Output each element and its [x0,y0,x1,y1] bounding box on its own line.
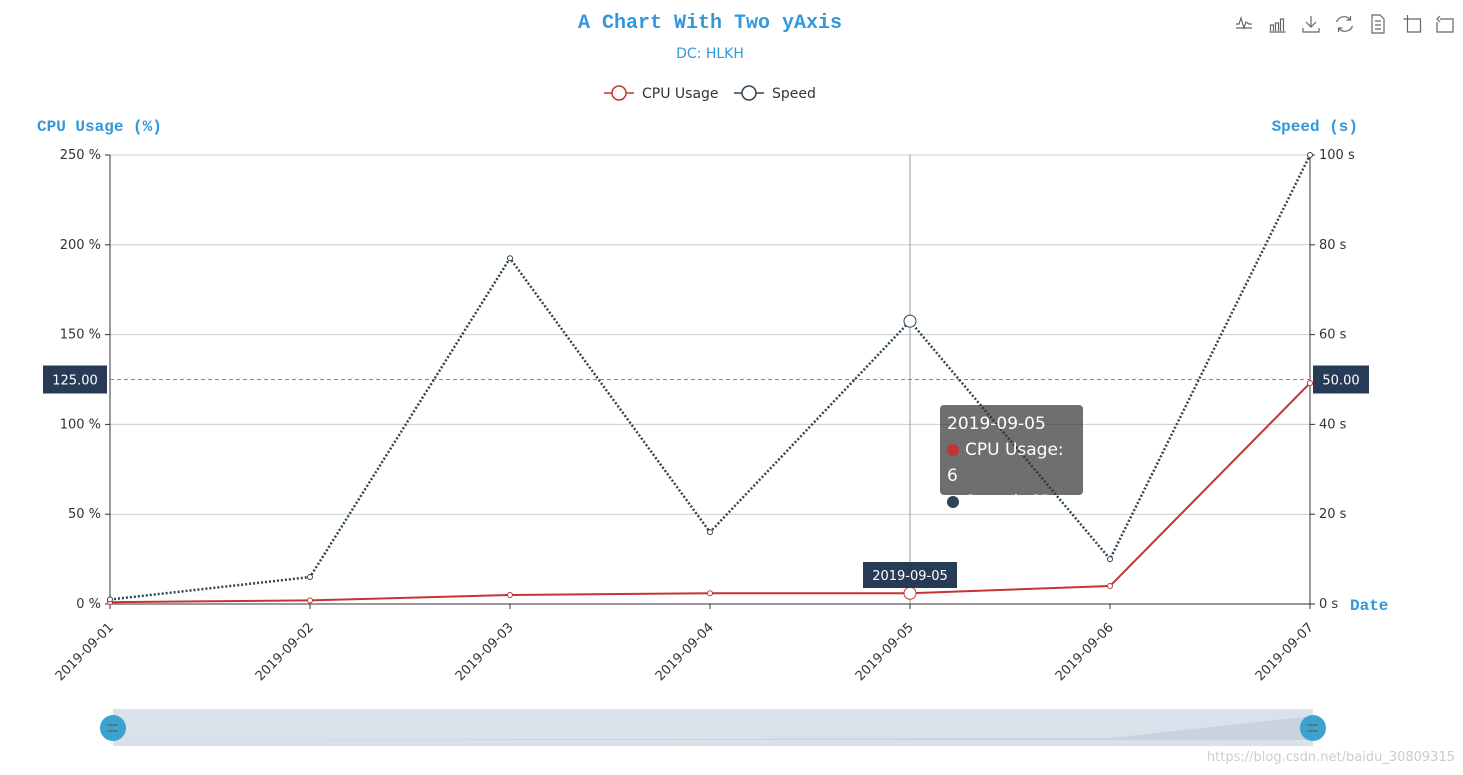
y-left-tick-label: 250 % [60,148,101,163]
x-tick-label: 2019-09-03 [453,620,517,684]
y-left-tick-label: 150 % [60,328,101,343]
crosshair-right-label: 50.00 [1322,374,1359,389]
x-tick-label: 2019-09-05 [853,620,917,684]
chart-subtitle: DC: HLKH [676,46,744,62]
download-icon[interactable] [1302,16,1320,33]
data-view-icon[interactable] [1371,14,1385,34]
data-point[interactable] [307,574,313,581]
series-line-cpu-usage [109,382,1311,604]
data-point[interactable] [307,597,313,604]
x-tick-label: 2019-09-02 [253,620,317,684]
data-point[interactable] [507,255,513,262]
datazoom-handle-right[interactable] [1300,715,1326,741]
data-point[interactable] [1307,380,1313,387]
refresh-icon[interactable] [1335,16,1354,32]
y-left-tick-label: 100 % [60,417,101,432]
y-right-title: Speed (s) [1272,118,1358,136]
x-axis-title: Date [1350,597,1388,615]
chart-title: A Chart With Two yAxis [578,12,842,35]
x-tick-label: 2019-09-07 [1253,620,1317,684]
y-right-tick-label: 0 s [1319,597,1338,612]
datazoom-background [113,709,1313,746]
data-point[interactable] [507,592,513,599]
x-tick-label: 2019-09-06 [1053,620,1117,684]
tooltip-speed: Speed: 63 [965,492,1052,512]
y-right-tick-label: 40 s [1319,417,1347,432]
watermark: https://blog.csdn.net/baidu_30809315 [1206,750,1455,765]
tooltip-title: 2019-09-05 [947,414,1046,434]
crosshair-x-label: 2019-09-05 [872,569,948,584]
y-left-tick-label: 0 % [76,597,101,612]
tooltip: 2019-09-05 CPU Usage: 6 Speed: 63 [940,405,1083,512]
crosshair-left-badge [43,365,107,394]
y-left-tick-label: 200 % [60,238,101,253]
x-tick-label: 2019-09-01 [53,620,117,684]
y-right-tick-label: 60 s [1319,328,1347,343]
x-tick-label: 2019-09-04 [653,620,717,684]
crosshair-x-badge [863,562,957,588]
y-right-tick-label: 20 s [1319,507,1347,522]
datazoom-handle-left[interactable] [100,715,126,741]
datazoom-shadow [113,716,1313,740]
data-point[interactable] [107,596,113,603]
zoom-icon[interactable] [1403,15,1422,33]
data-point[interactable] [707,590,713,597]
data-point[interactable] [1307,152,1313,158]
y-right-tick-label: 100 s [1319,148,1355,163]
data-point[interactable] [1107,556,1113,563]
zoom-reset-icon[interactable] [1436,15,1454,33]
data-point[interactable] [707,529,713,536]
data-point[interactable] [903,314,917,328]
crosshair-right-badge [1313,365,1369,394]
data-point[interactable] [1107,583,1113,590]
crosshair-left-label: 125.00 [52,374,98,389]
legend-label-1[interactable]: Speed [772,86,816,102]
speed-dot-icon [947,496,959,508]
y-left-tick-label: 50 % [68,507,101,522]
legend-label-0[interactable]: CPU Usage [642,86,719,102]
legend-marker-0 [611,85,627,101]
line-chart-icon[interactable] [1236,16,1252,30]
bar-chart-icon[interactable] [1269,18,1286,33]
y-left-title: CPU Usage (%) [37,118,162,136]
y-right-tick-label: 80 s [1319,238,1347,253]
cpu-dot-icon [947,444,959,456]
tooltip-cpu: CPU Usage: 6 [947,440,1064,486]
legend-marker-1 [741,85,757,101]
data-point[interactable] [903,586,917,600]
